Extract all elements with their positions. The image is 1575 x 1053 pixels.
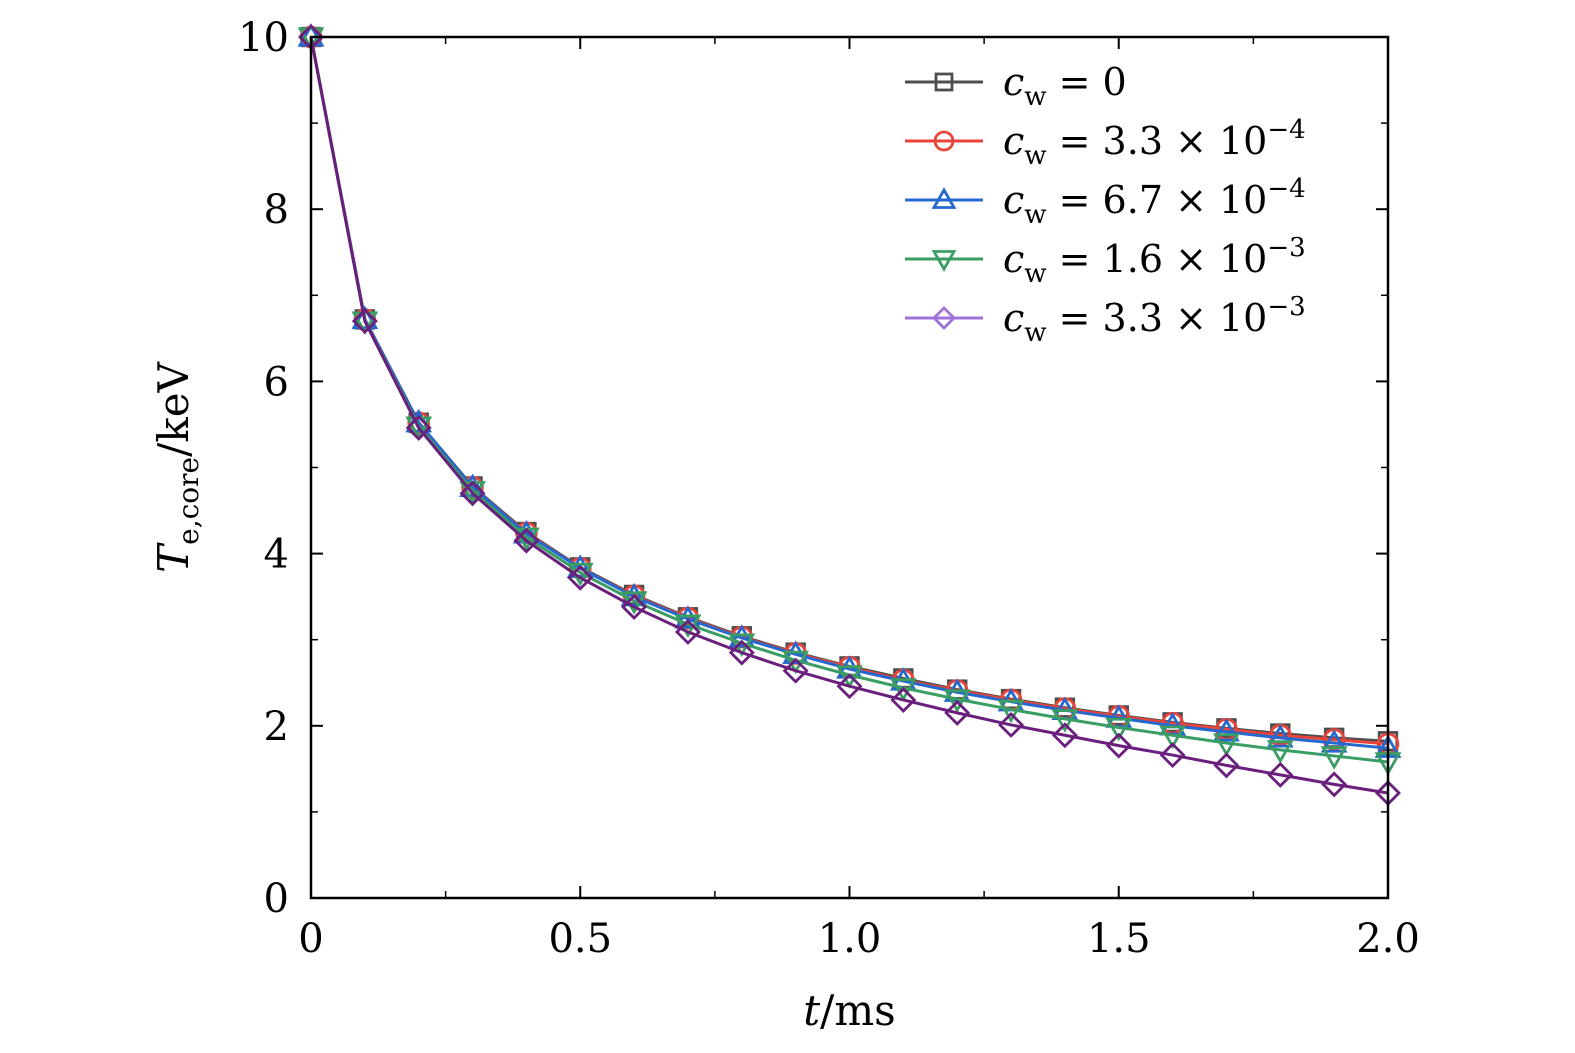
series-line [309, 36, 1389, 750]
y-axis-title: Te,core/keV [149, 361, 205, 572]
legend-label: cw = 3.3 × 10−4 [1003, 115, 1306, 171]
data-point [567, 564, 594, 591]
data-point [782, 650, 810, 675]
data-point [621, 594, 648, 620]
series-line [309, 36, 1389, 795]
data-point [1159, 725, 1187, 750]
data-point [1266, 724, 1294, 748]
x-axis-label: t/ms [803, 986, 895, 1035]
y-tick-label: 8 [264, 187, 289, 233]
data-point [728, 639, 755, 666]
data-point [997, 699, 1025, 724]
data-point [1213, 718, 1240, 742]
data-point [1213, 752, 1240, 779]
data-point [836, 665, 863, 689]
x-axis-title: t/ms [803, 986, 895, 1035]
data-point [674, 605, 702, 629]
x-tick-label: 2.0 [1356, 916, 1420, 962]
data-point [943, 689, 971, 713]
y-tick-label: 2 [264, 704, 289, 750]
plot-series [297, 23, 1402, 806]
legend-marker [933, 130, 955, 152]
y-tick-label: 6 [264, 359, 289, 405]
data-point [459, 480, 486, 507]
legend-item: cw = 1.6 × 10−3 [905, 233, 1306, 289]
data-point [890, 686, 917, 713]
data-point [782, 657, 809, 684]
data-point [1105, 717, 1133, 742]
data-point [1320, 729, 1348, 753]
data-point [1159, 742, 1186, 769]
legend-label: cw = 3.3 × 10−3 [1003, 292, 1306, 348]
x-tick-label: 1.0 [818, 916, 882, 962]
data-point [351, 308, 378, 335]
x-axis: 0 0.5 1.0 1.5 2.0 [298, 37, 1420, 962]
data-point [351, 311, 379, 335]
legend-marker [931, 250, 957, 272]
legend-label: cw = 6.7 × 10−4 [1003, 174, 1306, 230]
data-point [836, 673, 863, 700]
y-axis: 0 2 4 6 8 10 [238, 15, 1388, 922]
legend-marker [934, 72, 954, 92]
data-point [1051, 709, 1079, 733]
data-point [297, 27, 325, 51]
legend-label: cw = 0 [1003, 60, 1127, 112]
data-point [728, 633, 756, 657]
data-point [620, 582, 648, 607]
data-point [1321, 771, 1348, 798]
legend-label: cw = 1.6 × 10−3 [1003, 233, 1306, 289]
data-point [1266, 740, 1294, 764]
x-tick-label: 0.5 [548, 916, 612, 962]
data-point [728, 624, 756, 648]
legend-item: cw = 3.3 × 10−4 [905, 115, 1306, 171]
data-point [1267, 761, 1294, 788]
legend-marker [932, 306, 956, 330]
data-point [513, 527, 540, 554]
legend-item: cw = 3.3 × 10−3 [905, 292, 1306, 348]
y-axis-label: Te,core/keV [149, 361, 205, 572]
data-point [1051, 722, 1078, 749]
legend-item: cw = 0 [905, 60, 1127, 112]
x-tick-label: 1.5 [1087, 916, 1151, 962]
data-point [1213, 733, 1240, 757]
y-tick-label: 0 [264, 876, 289, 922]
data-point [889, 678, 917, 702]
data-point [1320, 746, 1348, 770]
data-point [998, 711, 1025, 738]
data-point [674, 618, 701, 645]
data-point [351, 305, 379, 330]
legend: cw = 0cw = 3.3 × 10−4cw = 6.7 × 10−4cw =… [905, 60, 1306, 348]
data-point [1105, 732, 1132, 759]
plot-frame [309, 35, 1390, 900]
y-tick-label: 4 [264, 532, 289, 578]
data-point [944, 699, 971, 726]
x-tick-label: 0 [298, 916, 323, 962]
legend-item: cw = 6.7 × 10−4 [905, 174, 1306, 230]
legend-marker [931, 187, 957, 209]
data-point [405, 414, 432, 441]
y-tick-label: 10 [238, 15, 289, 61]
